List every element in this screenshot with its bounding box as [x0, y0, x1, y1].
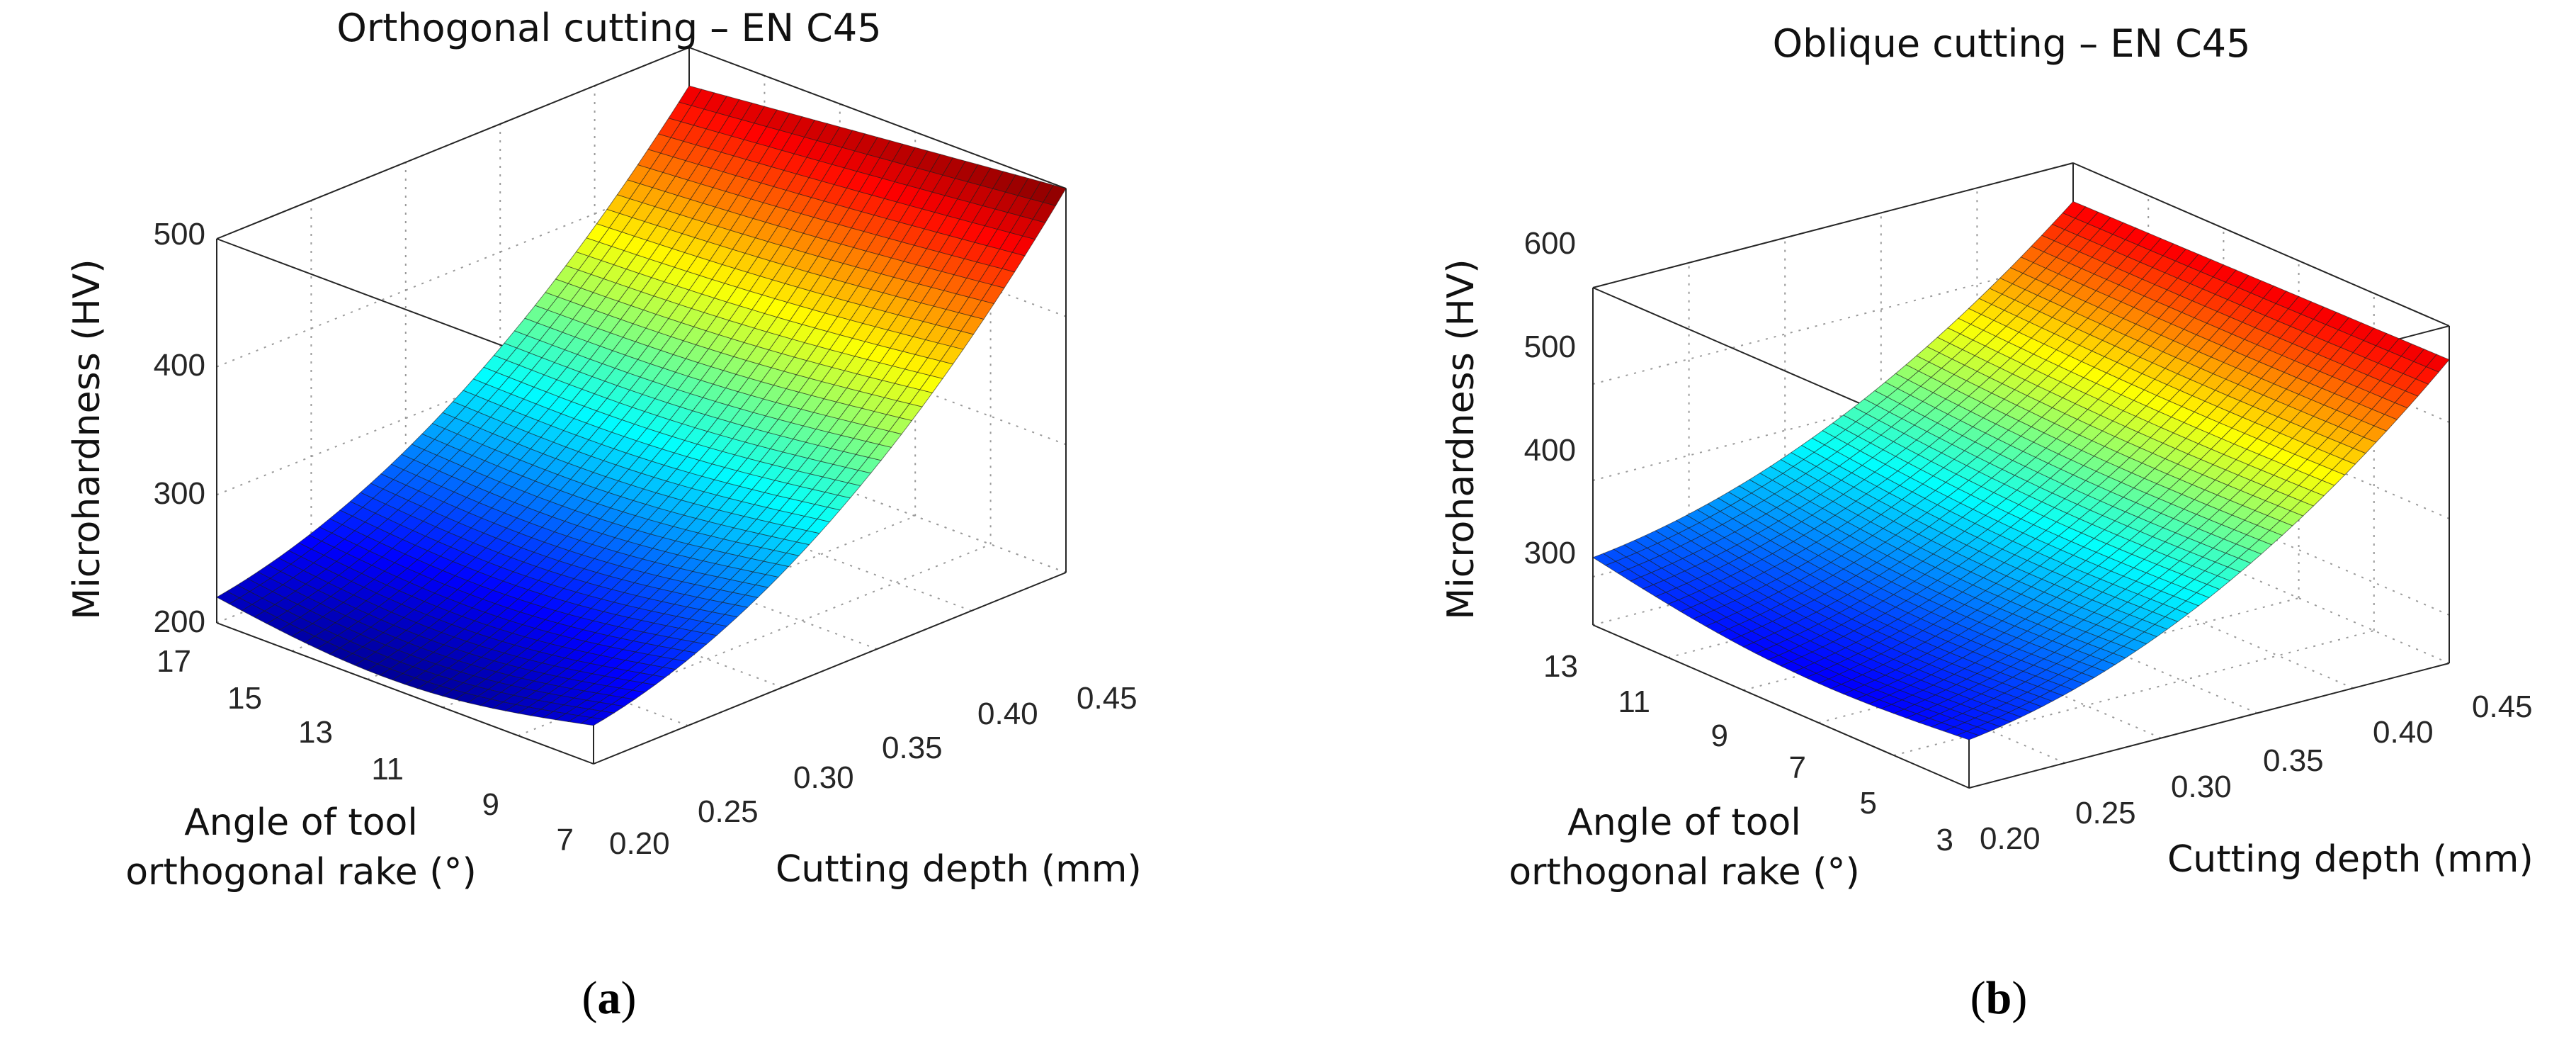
x-tick-label: 0.35	[882, 731, 943, 765]
x-tick-label: 0.30	[793, 760, 854, 795]
axis-box-edge	[2072, 162, 2450, 327]
y-tick-label: 7	[557, 823, 574, 857]
y-tick-label: 13	[1543, 649, 1578, 684]
z-tick-label: 300	[1524, 536, 1576, 570]
y-axis-label-line: Angle of tool	[1567, 801, 1801, 844]
y-tick-label: 17	[157, 644, 191, 679]
x-tick-label: 0.45	[1077, 681, 1137, 716]
axis-box-edge	[688, 47, 1067, 189]
x-tick-label: 0.20	[1980, 821, 2041, 856]
y-tick-labels: 13 11 9 7 5 3	[1543, 649, 1953, 857]
axis-box-edge	[216, 47, 690, 240]
z-tick-labels: 500 400 300 200	[154, 217, 205, 639]
y-tick-label: 5	[1860, 786, 1877, 821]
grid-line	[1592, 355, 2074, 481]
x-axis-label: Cutting depth (mm)	[2167, 838, 2534, 881]
grid-line	[1893, 630, 2375, 756]
x-axis-label: Cutting depth (mm)	[776, 848, 1142, 891]
y-tick-label: 3	[1936, 823, 1953, 857]
z-tick-label: 200	[154, 604, 205, 639]
x-tick-label: 0.20	[609, 826, 670, 861]
panel-label: (b)	[1970, 972, 2028, 1024]
surface-plot	[1592, 201, 2450, 740]
x-tick-label: 0.45	[2472, 689, 2533, 724]
y-tick-labels: 17 15 13 11 9 7	[157, 644, 574, 857]
axis-box-edge	[1592, 162, 2074, 288]
x-tick-label: 0.40	[977, 697, 1038, 731]
surface-plot	[216, 85, 1067, 726]
chart-title: Oblique cutting – EN C45	[1773, 21, 2251, 66]
z-axis-label: Microhardness (HV)	[1440, 259, 1482, 619]
surface-patch	[1043, 184, 1067, 206]
y-tick-label: 11	[1618, 684, 1650, 719]
x-tick-labels: 0.20 0.25 0.30 0.35 0.40 0.45	[609, 681, 1137, 861]
z-tick-label: 300	[154, 476, 205, 511]
y-axis-label: Angle of tool orthogonal rake (°)	[125, 801, 477, 894]
z-axis-label: Microhardness (HV)	[66, 259, 108, 619]
axis-box-edge	[216, 622, 594, 765]
y-tick-label: 11	[371, 752, 404, 787]
y-tick-label: 7	[1789, 750, 1806, 785]
panel-label: (a)	[582, 972, 637, 1024]
y-axis-label-line: orthogonal rake (°)	[125, 851, 477, 894]
y-tick-label: 9	[1711, 719, 1728, 753]
axis-box-edge	[1592, 624, 1970, 789]
z-tick-labels: 600 500 400 300	[1524, 226, 1576, 570]
y-tick-label: 13	[298, 715, 333, 750]
z-tick-label: 500	[154, 217, 205, 252]
y-axis-label: Angle of tool orthogonal rake (°)	[1509, 801, 1860, 894]
y-tick-label: 9	[482, 787, 499, 822]
x-tick-label: 0.35	[2263, 743, 2324, 778]
x-tick-label: 0.25	[2075, 796, 2136, 830]
x-tick-label: 0.40	[2373, 715, 2434, 750]
axis-box-edge	[593, 572, 1067, 765]
y-tick-label: 15	[227, 681, 262, 716]
z-tick-label: 600	[1524, 226, 1576, 261]
axis-box-edge	[1968, 663, 2450, 789]
grid-line	[1592, 259, 2074, 385]
x-tick-label: 0.25	[698, 794, 759, 829]
chart-orthogonal-cutting: Orthogonal cutting – EN C45 500 400 300 …	[66, 6, 1142, 1024]
surface-patch	[2425, 354, 2450, 373]
x-tick-label: 0.30	[2171, 770, 2232, 804]
x-tick-labels: 0.20 0.25 0.30 0.35 0.40 0.45	[1980, 689, 2533, 856]
z-tick-label: 400	[154, 348, 205, 383]
chart-title: Orthogonal cutting – EN C45	[336, 6, 881, 50]
y-axis-label-line: orthogonal rake (°)	[1509, 851, 1860, 894]
z-tick-label: 500	[1524, 329, 1576, 364]
chart-oblique-cutting: Oblique cutting – EN C45 600 500 400 300…	[1440, 21, 2534, 1024]
y-axis-label-line: Angle of tool	[184, 801, 418, 844]
z-tick-label: 400	[1524, 433, 1576, 468]
